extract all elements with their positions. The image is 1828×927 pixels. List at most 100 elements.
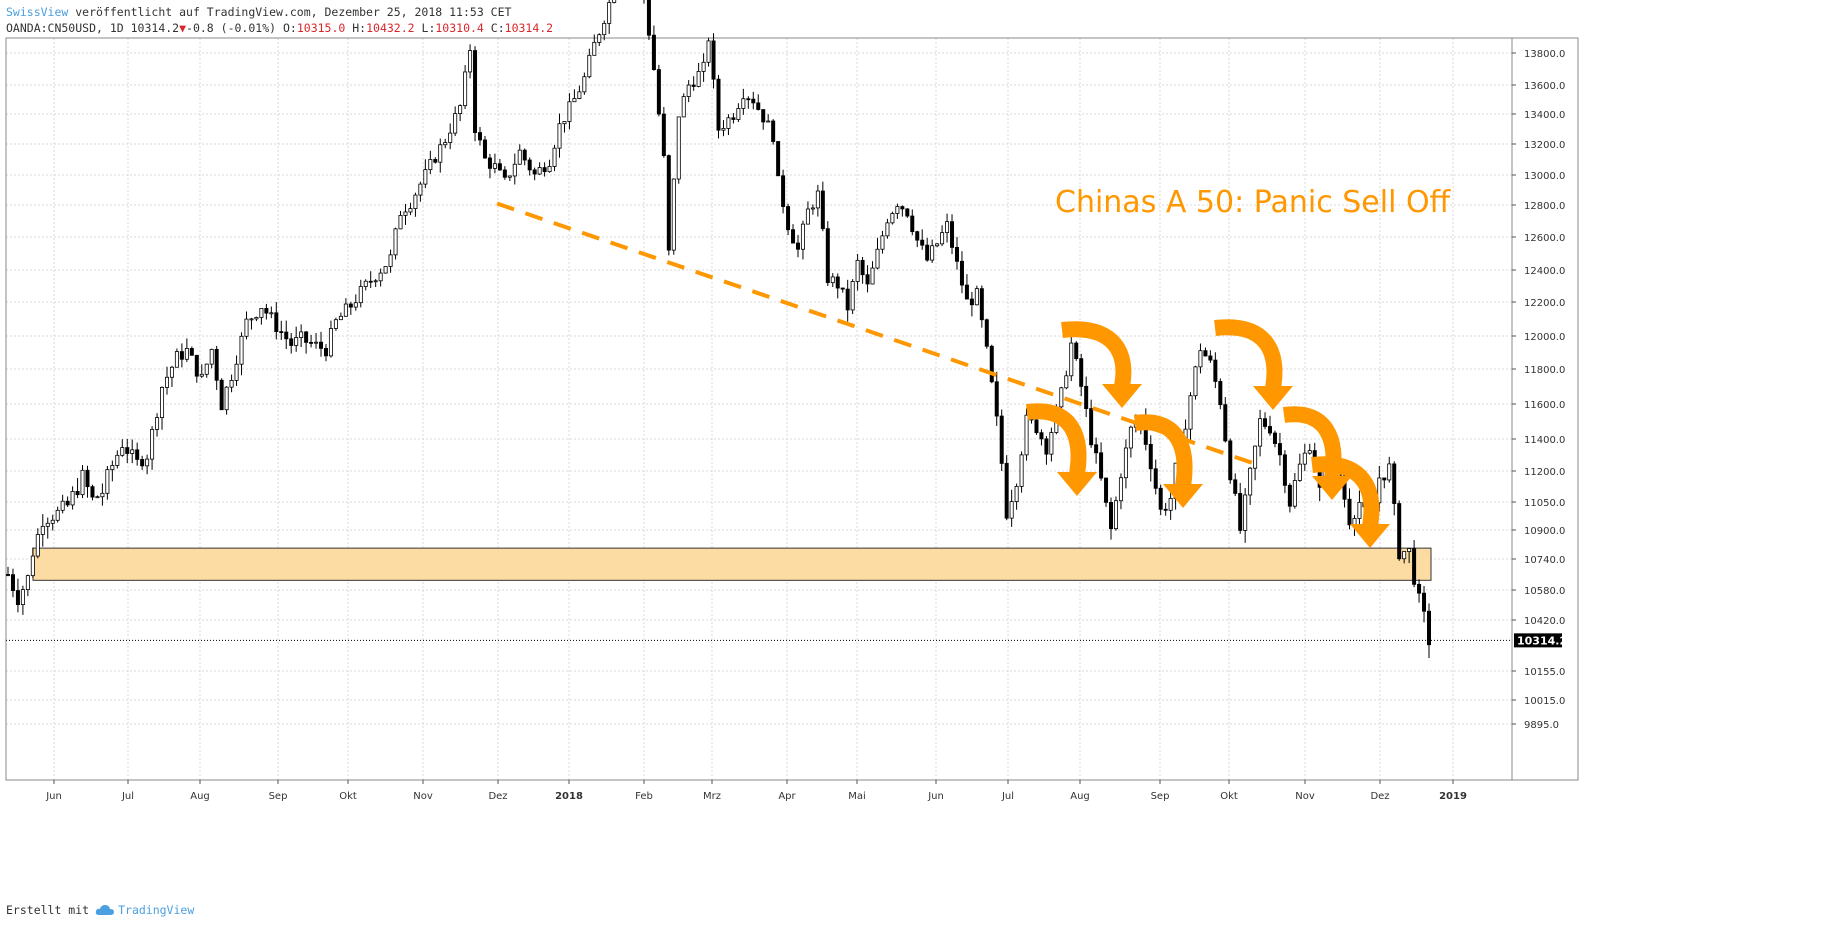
- time-axis-label: Sep: [269, 791, 288, 802]
- last-price-tag: 10314.2: [1514, 633, 1567, 648]
- candle: [930, 239, 935, 263]
- candle: [468, 44, 473, 79]
- candle: [433, 157, 438, 164]
- candle-body: [676, 116, 681, 180]
- candle-body: [264, 307, 269, 314]
- candle-body: [890, 213, 895, 224]
- sell-arrow-4: [1214, 319, 1293, 410]
- candle: [289, 332, 294, 354]
- candle-body: [10, 574, 15, 591]
- candle: [20, 585, 25, 615]
- candle: [1248, 466, 1253, 505]
- candle-body: [1238, 493, 1243, 531]
- chart-grid: [6, 38, 1512, 780]
- candle: [761, 109, 766, 130]
- candle-body: [1049, 432, 1054, 455]
- candle: [378, 268, 383, 287]
- candle-body: [1123, 447, 1128, 479]
- tradingview-link[interactable]: TradingView: [95, 903, 194, 917]
- trend-line-dashed: [496, 201, 1263, 469]
- candle-body: [895, 206, 900, 214]
- candle-body: [1079, 358, 1084, 387]
- candle: [646, 0, 651, 41]
- candle-body: [383, 266, 388, 274]
- candle-body: [1069, 342, 1074, 377]
- time-axis-label: Sep: [1151, 791, 1170, 802]
- candle: [1188, 392, 1193, 441]
- candle: [304, 331, 309, 354]
- candle: [482, 135, 487, 159]
- candle-body: [1427, 610, 1432, 646]
- candle: [1099, 442, 1104, 481]
- candle: [527, 157, 532, 176]
- candle: [1074, 341, 1079, 361]
- candle-body: [1213, 359, 1218, 382]
- candle-body: [95, 496, 100, 499]
- candle: [1243, 488, 1248, 543]
- candle: [756, 94, 761, 111]
- candle-body: [557, 123, 562, 149]
- time-axis-label: 2018: [555, 791, 583, 802]
- candle-body: [507, 175, 512, 178]
- candle: [1397, 500, 1402, 561]
- candle: [562, 121, 567, 133]
- candle-body: [1074, 342, 1079, 360]
- candle-body: [363, 280, 368, 287]
- candle-body: [284, 331, 289, 340]
- price-chart[interactable]: 13800.0 13600.0 13400.0 13200.0 13000.0 12800…: [0, 0, 1828, 880]
- candle: [825, 221, 830, 286]
- candle-body: [249, 318, 254, 321]
- candle: [592, 34, 597, 56]
- candle: [860, 256, 865, 284]
- symbol-info: OANDA:CN50USD, 1D 10314.2: [6, 21, 180, 35]
- candle-body: [527, 159, 532, 171]
- author-link[interactable]: SwissView: [6, 5, 69, 19]
- candle: [1223, 397, 1228, 443]
- candle-body: [269, 312, 274, 315]
- candle: [284, 320, 289, 350]
- candle: [800, 220, 805, 260]
- candle: [1104, 477, 1109, 507]
- candle-body: [30, 555, 35, 577]
- price-axis-label: 10580.0: [1524, 586, 1565, 597]
- candle-body: [1277, 443, 1282, 456]
- candle-body: [393, 228, 398, 256]
- time-axis-label: Nov: [1295, 791, 1315, 802]
- candle: [1287, 483, 1292, 513]
- candle-body: [1402, 551, 1407, 560]
- price-axis-label: 10015.0: [1524, 696, 1565, 707]
- candle: [189, 346, 194, 356]
- candle: [110, 460, 115, 482]
- candle-body: [711, 40, 716, 80]
- candle-body: [1089, 408, 1094, 446]
- candle-body: [1193, 366, 1198, 397]
- candle: [343, 298, 348, 317]
- candle-body: [691, 84, 696, 87]
- candle: [383, 266, 388, 274]
- candle-body: [304, 331, 309, 343]
- candle-body: [1387, 463, 1392, 481]
- candle-body: [517, 149, 522, 165]
- candle: [1228, 438, 1233, 484]
- tradingview-cloud-icon: [95, 905, 115, 915]
- candle-body: [1272, 432, 1277, 444]
- candle-body: [398, 214, 403, 230]
- candle-body: [289, 338, 294, 346]
- candle: [835, 273, 840, 299]
- time-axis-label: Dez: [1370, 791, 1389, 802]
- candle-body: [1004, 463, 1009, 519]
- candle-body: [671, 178, 676, 251]
- candle-body: [567, 101, 572, 122]
- tradingview-label: TradingView: [118, 903, 195, 917]
- candle: [1233, 473, 1238, 496]
- price-axis-label: 13200.0: [1524, 140, 1565, 151]
- candle: [363, 279, 368, 291]
- candle-body: [40, 525, 45, 535]
- candle: [125, 439, 130, 464]
- candle-body: [15, 590, 20, 606]
- candle: [1357, 490, 1362, 526]
- candle: [95, 495, 100, 499]
- candle-body: [1377, 477, 1382, 504]
- candle: [1024, 408, 1029, 461]
- candle: [532, 167, 537, 181]
